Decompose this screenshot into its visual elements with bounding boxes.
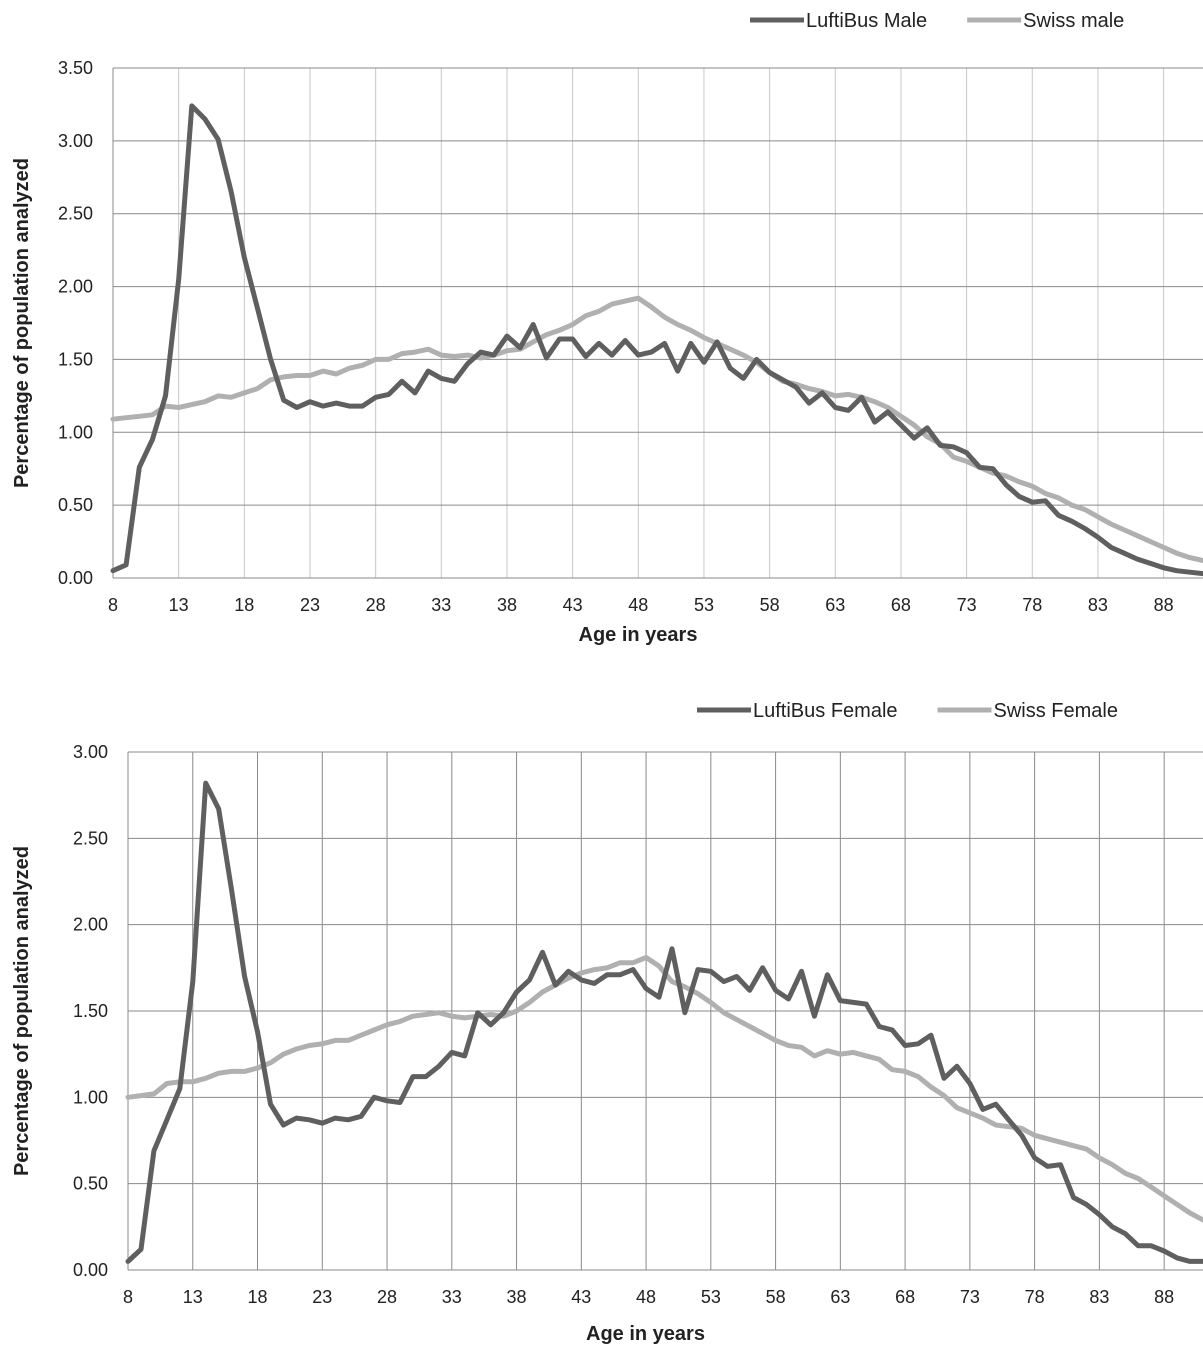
y-tick-label: 0.00 — [58, 568, 93, 588]
x-tick-label: 83 — [1088, 595, 1108, 615]
x-tick-label: 88 — [1154, 1287, 1174, 1307]
x-tick-label: 88 — [1154, 595, 1174, 615]
x-tick-label: 58 — [760, 595, 780, 615]
y-tick-label: 1.50 — [73, 1001, 108, 1021]
male-age-distribution-chart: 0.00 0.50 1.00 1.50 2.00 2.50 3.00 3.50 8 13 18 23 2… — [0, 0, 1203, 660]
x-tick-label: 8 — [123, 1287, 133, 1307]
x-tick-label: 28 — [377, 1287, 397, 1307]
x-tick-label: 73 — [960, 1287, 980, 1307]
y-tick-label: 2.50 — [58, 204, 93, 224]
y-tick-label: 0.50 — [58, 495, 93, 515]
x-tick-label: 13 — [169, 595, 189, 615]
y-tick-label: 1.00 — [73, 1087, 108, 1107]
x-tick-label: 38 — [507, 1287, 527, 1307]
x-tick-label: 68 — [891, 595, 911, 615]
x-tick-label: 23 — [312, 1287, 332, 1307]
x-tick-label: 13 — [183, 1287, 203, 1307]
x-tick-label: 63 — [825, 595, 845, 615]
swiss-male-series-line — [110, 295, 1203, 563]
x-tick-label: 43 — [571, 1287, 591, 1307]
y-tick-label: 0.50 — [73, 1174, 108, 1194]
female-chart-svg: 0.00 0.50 1.00 1.50 2.00 2.50 3.00 8 13 18 23 28 33 3… — [11, 700, 1203, 1345]
y-tick-label: 0.00 — [73, 1260, 108, 1280]
female-legend: LuftiBus Female Swiss Female — [697, 700, 1118, 722]
male-x-axis-title: Age in years — [579, 624, 698, 646]
x-tick-label: 83 — [1089, 1287, 1109, 1307]
x-tick-label: 68 — [895, 1287, 915, 1307]
x-tick-label: 43 — [563, 595, 583, 615]
x-tick-label: 78 — [1022, 595, 1042, 615]
luftibus-female-legend-label: LuftiBus Female — [753, 700, 898, 722]
x-tick-label: 73 — [957, 595, 977, 615]
swiss-female-series-line — [125, 955, 1203, 1223]
male-chart-svg: 0.00 0.50 1.00 1.50 2.00 2.50 3.00 3.50 8 13 18 23 2… — [11, 10, 1203, 646]
x-tick-label: 48 — [628, 595, 648, 615]
x-tick-label: 78 — [1025, 1287, 1045, 1307]
y-tick-label: 1.00 — [58, 422, 93, 442]
x-tick-label: 18 — [248, 1287, 268, 1307]
x-tick-label: 8 — [108, 595, 118, 615]
x-tick-label: 48 — [636, 1287, 656, 1307]
y-tick-label: 2.00 — [73, 915, 108, 935]
male-legend: LuftiBus Male Swiss male — [750, 10, 1124, 32]
luftibus-male-legend-label: LuftiBus Male — [806, 10, 927, 32]
swiss-male-legend-label: Swiss male — [1023, 10, 1124, 32]
x-tick-label: 53 — [701, 1287, 721, 1307]
female-gridlines — [127, 751, 1203, 1271]
female-y-axis-title: Percentage of population analyzed — [11, 846, 33, 1176]
y-tick-label: 2.00 — [58, 277, 93, 297]
luftibus-male-series-line — [110, 103, 1203, 577]
female-x-axis-title: Age in years — [586, 1323, 705, 1345]
y-tick-label: 3.00 — [58, 131, 93, 151]
swiss-female-legend-label: Swiss Female — [994, 700, 1118, 722]
x-tick-label: 58 — [766, 1287, 786, 1307]
x-tick-label: 53 — [694, 595, 714, 615]
male-y-axis-title: Percentage of population analyzed — [11, 158, 33, 488]
x-tick-label: 33 — [431, 595, 451, 615]
male-gridlines — [112, 67, 1203, 579]
y-tick-label: 3.50 — [58, 58, 93, 78]
luftibus-female-series-line — [125, 780, 1203, 1264]
female-age-distribution-chart: 0.00 0.50 1.00 1.50 2.00 2.50 3.00 8 13 18 23 28 33 3… — [0, 680, 1203, 1351]
x-tick-label: 38 — [497, 595, 517, 615]
x-tick-label: 33 — [442, 1287, 462, 1307]
y-tick-label: 1.50 — [58, 349, 93, 369]
x-tick-label: 28 — [366, 595, 386, 615]
x-tick-label: 18 — [234, 595, 254, 615]
y-tick-label: 3.00 — [73, 742, 108, 762]
x-tick-label: 63 — [830, 1287, 850, 1307]
x-tick-label: 23 — [300, 595, 320, 615]
y-tick-label: 2.50 — [73, 828, 108, 848]
